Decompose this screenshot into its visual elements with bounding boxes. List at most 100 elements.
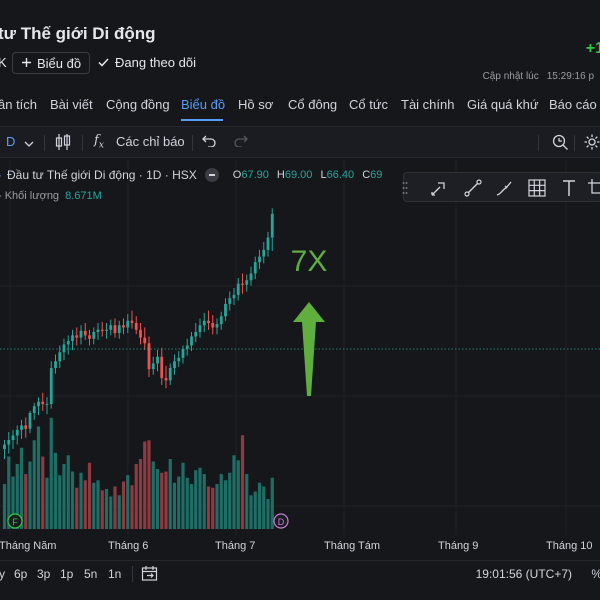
tab-articles[interactable]: Bài viết — [50, 97, 93, 112]
volume-bar — [270, 477, 274, 529]
chart-clock[interactable]: 19:01:56 (UTC+7) — [475, 567, 572, 581]
candle — [113, 318, 117, 338]
candle — [262, 242, 266, 264]
volume-bar — [143, 441, 147, 529]
toolbar-divider — [574, 135, 575, 151]
crop-icon[interactable] — [586, 177, 600, 199]
candle-body — [83, 330, 87, 336]
candle-body — [249, 273, 253, 281]
chart-button-label: Biểu đồ — [37, 55, 82, 71]
legend-symbol[interactable]: Đầu tư Thế giới Di động · 1D · HSX — [7, 168, 197, 182]
candle-body — [139, 329, 142, 338]
candle-body — [62, 344, 66, 353]
volume-bar — [109, 496, 113, 529]
grid-icon[interactable] — [526, 177, 548, 199]
collapse-legend-icon[interactable] — [204, 168, 219, 182]
volume-bar — [53, 452, 58, 529]
drag-handle-icon[interactable] — [402, 181, 424, 203]
calendar-icon[interactable] — [141, 565, 158, 584]
candle — [117, 320, 121, 339]
chart-area[interactable]: 7X F D · Đầu tư Thế giới Di động · 1D · … — [0, 160, 600, 560]
trend-line-icon[interactable] — [462, 177, 484, 199]
candle-body — [126, 320, 130, 328]
range-6m[interactable]: 6p — [14, 567, 28, 581]
volume-bar — [62, 464, 66, 529]
candle-body — [88, 335, 91, 339]
time-tick-july: Tháng 7 — [215, 540, 256, 552]
marker-d[interactable]: D — [273, 513, 289, 529]
toolbar-divider — [44, 135, 45, 151]
marker-f[interactable]: F — [7, 513, 23, 529]
range-3m[interactable]: 3p — [37, 567, 51, 581]
candle-body — [194, 332, 198, 337]
range-1d[interactable]: 1n — [108, 567, 122, 581]
candle — [190, 332, 193, 352]
redo-icon[interactable] — [234, 135, 248, 150]
candle-body — [11, 435, 15, 440]
text-tool-icon[interactable] — [558, 177, 580, 199]
range-5d[interactable]: 5n — [84, 567, 98, 581]
range-1m[interactable]: 1p — [60, 567, 74, 581]
candle — [224, 298, 227, 321]
candle — [147, 336, 151, 377]
chevron-down-icon[interactable] — [24, 136, 34, 151]
candle — [11, 429, 15, 449]
candle-body — [24, 425, 28, 429]
candles-icon[interactable] — [55, 133, 71, 154]
candle — [232, 288, 236, 305]
percent-toggle[interactable]: % — [591, 567, 600, 581]
candle-body — [181, 348, 185, 358]
volume-bar — [189, 484, 194, 529]
volume-bar — [79, 472, 83, 529]
section-tabs: ân tích Bài viết Cộng đồng Biểu đồ Hồ sơ… — [0, 90, 600, 122]
tab-chart[interactable]: Biểu đồ — [181, 97, 226, 112]
tab-dividends[interactable]: Cổ tức — [349, 97, 389, 112]
undo-icon[interactable] — [202, 135, 216, 150]
tab-profile[interactable]: Hồ sơ — [238, 97, 274, 112]
indicators-button[interactable]: Các chỉ báo — [116, 134, 185, 149]
tab-shareholders[interactable]: Cổ đông — [288, 97, 338, 112]
tab-reports[interactable]: Báo cáo — [549, 97, 597, 112]
candle — [211, 315, 215, 335]
interval-selector[interactable]: D — [6, 134, 16, 149]
candle-body — [253, 262, 257, 274]
ticker-fragment: K — [0, 55, 7, 70]
volume-bar — [36, 426, 41, 529]
tab-community[interactable]: Cộng đồng — [106, 97, 170, 112]
brush-icon[interactable] — [494, 177, 516, 199]
candle-body — [202, 320, 206, 326]
svg-text:F: F — [12, 517, 18, 527]
time-tick-may: Tháng Năm — [0, 540, 57, 552]
follow-toggle[interactable]: Đang theo dõi — [98, 55, 196, 70]
candle — [3, 440, 6, 460]
volume-bar — [211, 487, 215, 529]
arrow-annotation[interactable]: 7X — [291, 245, 328, 396]
updated-time: 15:29:16 p — [546, 71, 594, 82]
candle-body — [245, 280, 249, 285]
tab-price-history[interactable]: Giá quá khứ — [467, 97, 539, 112]
ohlc-values: O67.90 H69.00 L66.40 C69 — [232, 169, 383, 181]
volume-bar — [92, 482, 96, 529]
candle-body — [66, 341, 70, 345]
annotation-text: 7X — [291, 245, 328, 278]
candle — [134, 316, 138, 335]
volume-bar — [236, 460, 240, 529]
tab-analysis[interactable]: ân tích — [0, 97, 38, 112]
chart-button[interactable]: Biểu đồ — [12, 52, 91, 74]
candle — [194, 323, 198, 343]
candle — [45, 397, 49, 415]
candle — [160, 347, 164, 385]
legend-marker: · — [0, 168, 2, 182]
cursor-icon[interactable] — [428, 177, 450, 199]
candle — [109, 319, 113, 336]
volume-bar — [172, 482, 177, 529]
time-tick-june: Tháng 6 — [108, 540, 149, 552]
time-axis: Tháng Năm Tháng 6 Tháng 7 Tháng Tám Thán… — [0, 537, 600, 555]
volume-bar — [138, 459, 143, 529]
candle — [83, 323, 87, 340]
tab-financials[interactable]: Tài chính — [401, 97, 455, 112]
gear-icon[interactable] — [583, 133, 600, 154]
range-y[interactable]: y — [0, 567, 5, 581]
candle — [75, 327, 79, 346]
quick-search-icon[interactable] — [551, 133, 569, 154]
